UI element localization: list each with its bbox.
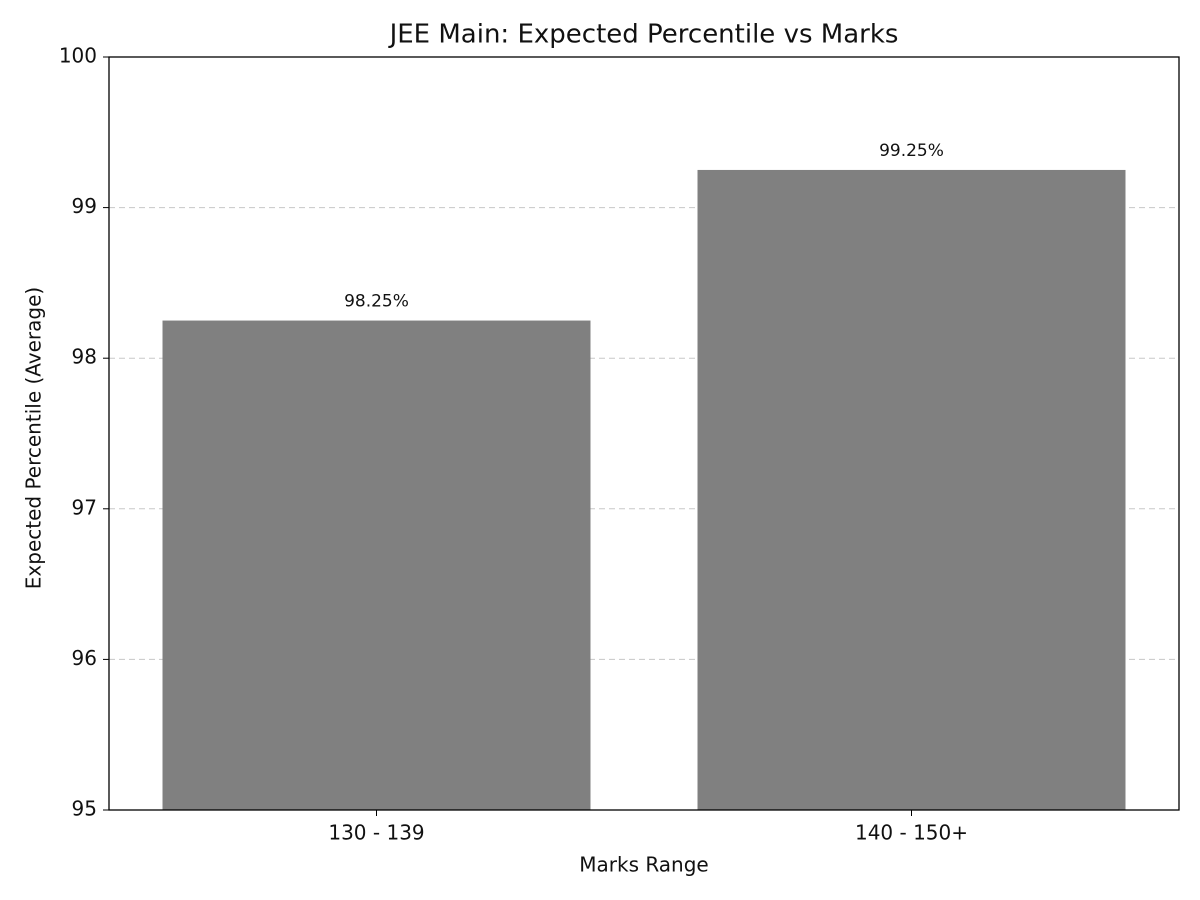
y-axis-label: Expected Percentile (Average)	[22, 287, 46, 589]
plot-frame	[108, 56, 1180, 811]
y-tick-label: 96	[72, 646, 97, 670]
y-tick-label: 99	[72, 194, 97, 218]
bar	[162, 320, 591, 810]
y-tick-label: 100	[59, 44, 97, 68]
y-tick-label: 98	[72, 345, 97, 369]
x-tick-label: 130 - 139	[328, 821, 424, 845]
chart-title: JEE Main: Expected Percentile vs Marks	[388, 20, 899, 50]
bar	[697, 169, 1126, 810]
x-axis-label: Marks Range	[579, 853, 708, 877]
x-tick-label: 140 - 150+	[855, 821, 968, 845]
value-label: 99.25%	[879, 141, 944, 161]
value-label: 98.25%	[344, 292, 409, 312]
y-tick-label: 95	[72, 797, 97, 821]
y-tick-label: 97	[72, 495, 97, 519]
